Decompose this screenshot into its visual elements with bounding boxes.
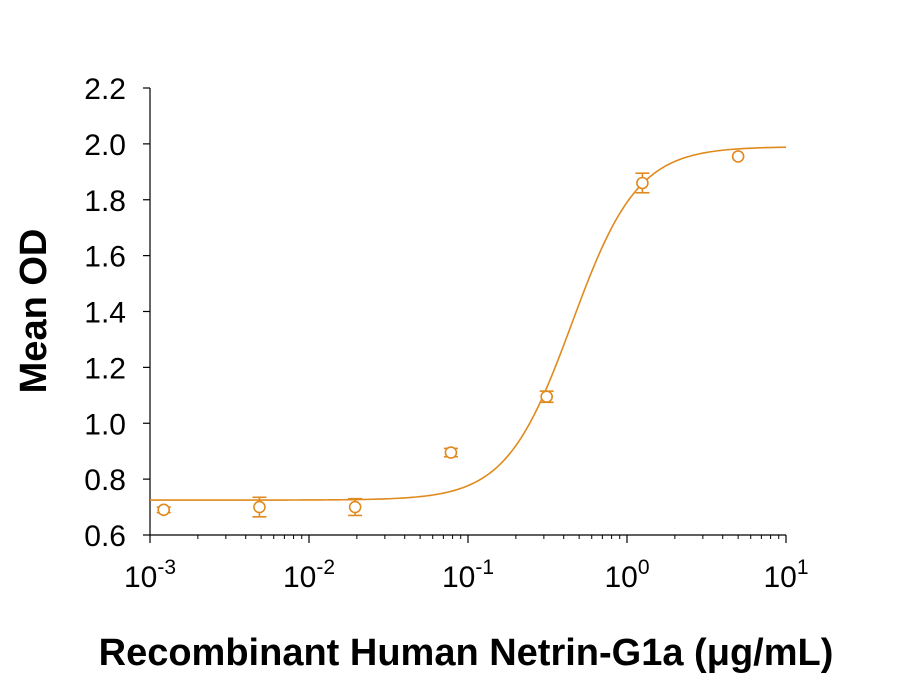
y-tick-label: 2.0 xyxy=(84,129,126,162)
y-tick-label: 1.4 xyxy=(84,297,126,330)
data-point xyxy=(157,503,171,517)
x-tick-label: 10-2 xyxy=(283,556,335,594)
data-point xyxy=(348,500,362,514)
fit-curve xyxy=(150,146,787,501)
y-axis-title: Mean OD xyxy=(13,229,55,394)
data-points-layer xyxy=(156,150,745,518)
x-tick-label: 101 xyxy=(763,556,808,594)
x-tick-label: 10-3 xyxy=(124,556,176,594)
fit-curve-layer xyxy=(150,146,787,501)
y-tick-label: 0.6 xyxy=(84,520,126,553)
axes xyxy=(149,88,786,536)
x-tick-label: 100 xyxy=(604,556,649,594)
y-tick-label: 0.8 xyxy=(84,464,126,497)
x-ticks: 10-3 10-2 10-1 100 101 xyxy=(124,535,809,594)
data-point xyxy=(444,446,458,459)
data-point xyxy=(540,390,553,404)
y-ticks: 0.6 0.8 1.0 1.2 1.4 1.6 1.8 2.0 2.2 xyxy=(84,73,150,553)
y-tick-label: 1.2 xyxy=(84,352,126,385)
data-point xyxy=(731,150,745,163)
y-tick-label: 1.8 xyxy=(84,185,126,218)
data-point xyxy=(253,500,266,514)
x-tick-label: 10-1 xyxy=(442,556,494,594)
y-tick-label: 1.0 xyxy=(84,408,126,441)
data-point xyxy=(636,176,649,190)
y-tick-label: 2.2 xyxy=(84,73,126,106)
x-axis-title: Recombinant Human Netrin-G1a (μg/mL) xyxy=(99,632,834,674)
y-tick-label: 1.6 xyxy=(84,241,126,274)
